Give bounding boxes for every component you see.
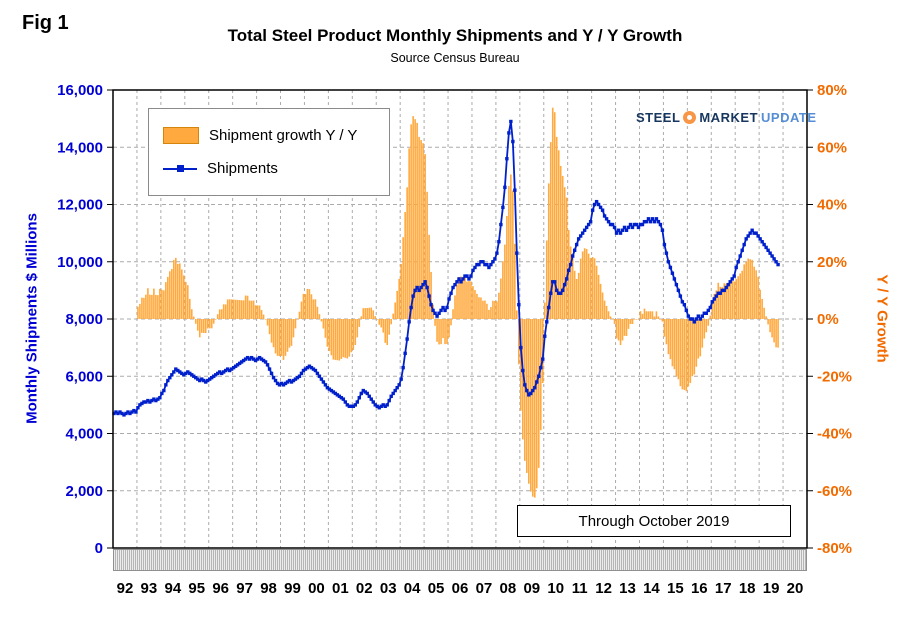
svg-text:92: 92 bbox=[117, 580, 134, 597]
shipments-line-markers bbox=[112, 119, 780, 417]
svg-text:02: 02 bbox=[356, 580, 373, 597]
svg-text:-20%: -20% bbox=[817, 368, 852, 385]
logo-text-steel: STEEL bbox=[636, 110, 681, 125]
svg-text:18: 18 bbox=[739, 580, 756, 597]
x-axis-year-labels: 92 93 94 95 96 97 98 99 00 01 02 03 04 05 06 07 08 09 10 11… bbox=[117, 580, 804, 597]
legend-label-shipments: Shipments bbox=[207, 160, 278, 177]
svg-text:16,000: 16,000 bbox=[57, 82, 103, 99]
svg-text:14,000: 14,000 bbox=[57, 139, 103, 156]
svg-text:8,000: 8,000 bbox=[65, 311, 103, 328]
shipments-line-swatch-icon bbox=[163, 161, 197, 176]
svg-text:97: 97 bbox=[236, 580, 253, 597]
logo-orange-dot-icon bbox=[683, 111, 697, 124]
svg-text:-60%: -60% bbox=[817, 483, 852, 500]
svg-text:12,000: 12,000 bbox=[57, 197, 103, 214]
svg-text:07: 07 bbox=[476, 580, 493, 597]
legend: Shipment growth Y / Y Shipments bbox=[148, 108, 390, 196]
svg-text:93: 93 bbox=[141, 580, 158, 597]
smu-logo: STEEL MARKET UPDATE bbox=[636, 110, 817, 125]
svg-text:12: 12 bbox=[595, 580, 612, 597]
svg-text:0%: 0% bbox=[817, 311, 839, 328]
svg-text:99: 99 bbox=[284, 580, 301, 597]
legend-item-growth: Shipment growth Y / Y bbox=[163, 127, 389, 144]
svg-text:11: 11 bbox=[572, 580, 588, 597]
logo-text-market: MARKET bbox=[699, 110, 759, 125]
logo-text-update: UPDATE bbox=[761, 110, 817, 125]
svg-text:98: 98 bbox=[260, 580, 277, 597]
right-axis-tick-labels: -80% -60% -40% -20% 0% 20% 40% 60% 80% bbox=[807, 82, 852, 557]
svg-text:-80%: -80% bbox=[817, 540, 852, 557]
svg-text:20: 20 bbox=[787, 580, 804, 597]
svg-text:6,000: 6,000 bbox=[65, 368, 103, 385]
svg-text:17: 17 bbox=[715, 580, 732, 597]
legend-item-shipments: Shipments bbox=[163, 160, 389, 177]
svg-text:15: 15 bbox=[667, 580, 684, 597]
left-axis-title: Monthly Shipments $ Millions bbox=[23, 213, 41, 424]
through-date-annotation: Through October 2019 bbox=[517, 505, 791, 537]
svg-text:05: 05 bbox=[428, 580, 445, 597]
svg-text:0: 0 bbox=[95, 540, 103, 557]
right-axis-title: Y / Y Growth bbox=[873, 274, 891, 363]
svg-text:4,000: 4,000 bbox=[65, 426, 103, 443]
svg-text:40%: 40% bbox=[817, 197, 847, 214]
month-tick-strip bbox=[113, 549, 807, 571]
through-date-label: Through October 2019 bbox=[578, 512, 730, 530]
svg-text:60%: 60% bbox=[817, 139, 847, 156]
svg-text:03: 03 bbox=[380, 580, 397, 597]
svg-text:16: 16 bbox=[691, 580, 708, 597]
chart-title: Total Steel Product Monthly Shipments an… bbox=[227, 26, 683, 45]
svg-text:2,000: 2,000 bbox=[65, 483, 103, 500]
svg-text:00: 00 bbox=[308, 580, 325, 597]
svg-text:04: 04 bbox=[404, 580, 421, 597]
svg-text:14: 14 bbox=[643, 580, 660, 597]
svg-text:19: 19 bbox=[763, 580, 780, 597]
svg-text:-40%: -40% bbox=[817, 426, 852, 443]
growth-bar-swatch-icon bbox=[163, 127, 199, 144]
svg-text:80%: 80% bbox=[817, 82, 847, 99]
svg-text:09: 09 bbox=[523, 580, 540, 597]
svg-text:10: 10 bbox=[547, 580, 564, 597]
svg-text:20%: 20% bbox=[817, 254, 847, 271]
svg-text:13: 13 bbox=[619, 580, 636, 597]
svg-text:95: 95 bbox=[188, 580, 205, 597]
svg-text:06: 06 bbox=[452, 580, 469, 597]
legend-label-growth: Shipment growth Y / Y bbox=[209, 127, 358, 144]
svg-text:10,000: 10,000 bbox=[57, 254, 103, 271]
svg-text:94: 94 bbox=[164, 580, 181, 597]
svg-text:08: 08 bbox=[500, 580, 517, 597]
growth-bars-series bbox=[137, 107, 779, 498]
chart-subtitle: Source Census Bureau bbox=[390, 51, 520, 65]
figure-label: Fig 1 bbox=[22, 12, 69, 34]
left-axis-tick-labels: 0 2,000 4,000 6,000 8,000 10,000 12,000 14,000 1… bbox=[57, 82, 113, 557]
svg-text:01: 01 bbox=[332, 580, 349, 597]
svg-text:96: 96 bbox=[212, 580, 229, 597]
